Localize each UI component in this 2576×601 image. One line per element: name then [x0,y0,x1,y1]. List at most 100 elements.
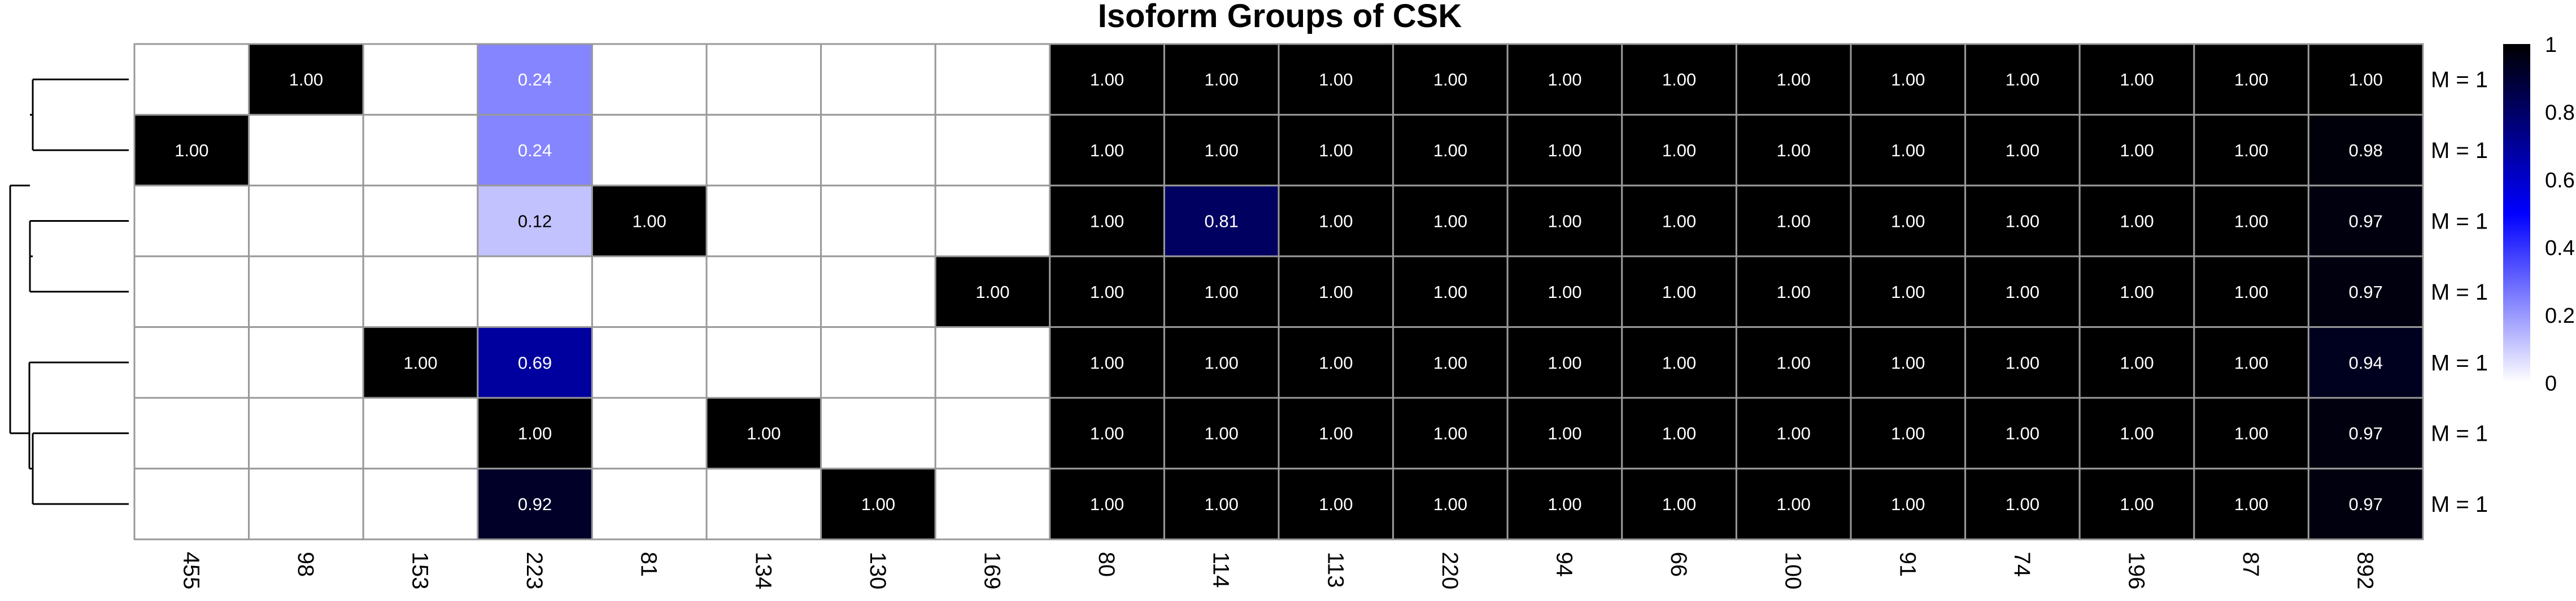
heatmap-cell [2307,467,2424,541]
heatmap-cell [1964,397,2081,470]
heatmap-cell [820,255,936,328]
column-label: 98 [293,552,318,577]
heatmap-cell [591,113,708,187]
cell-value-label: 0.97 [2349,212,2383,231]
heatmap-cell [2078,113,2195,187]
cell-value-label: 1.00 [1205,70,1239,90]
heatmap-cell [2078,397,2195,470]
heatmap-cell [705,255,822,328]
cell-value-label: 1.00 [2349,70,2383,90]
cell-value-label: 1.00 [1319,494,1353,514]
heatmap-cell [133,113,250,187]
column-label: 91 [1895,552,1920,577]
heatmap-cell [1506,467,1623,541]
heatmap-cell [820,43,936,116]
cell-value-label: 1.00 [2006,141,2039,160]
heatmap-cell [1621,43,1737,116]
heatmap-cell [362,43,479,116]
heatmap-cell [1278,467,1394,541]
heatmap-cell [1964,467,2081,541]
heatmap-cell [133,43,250,116]
cell-value-label: 1.00 [1777,212,1811,231]
cell-value-label: 1.00 [1090,70,1124,90]
column-label: 80 [1094,552,1119,577]
cell-value-label: 0.97 [2349,494,2383,514]
heatmap-cell [1049,326,1165,399]
cell-value-label: 1.00 [1662,70,1696,90]
cell-value-label: 1.00 [1777,424,1811,444]
column-label: 130 [865,552,890,590]
heatmap-cell [1163,255,1280,328]
heatmap-cell [2307,43,2424,116]
cell-value-label: 1.00 [1319,424,1353,444]
cell-value-label: 1.00 [1662,353,1696,372]
heatmap-cell [362,326,479,399]
heatmap-cell [133,397,250,470]
heatmap-cell [820,113,936,187]
heatmap-cell [2193,467,2309,541]
heatmap-cell [820,326,936,399]
heatmap-cell [705,467,822,541]
column-label: 100 [1781,552,1806,590]
heatmap-cell [1163,467,1280,541]
cell-value-label: 1.00 [1433,353,1467,372]
cell-value-label: 1.00 [1205,494,1239,514]
heatmap-cell [248,326,364,399]
cell-value-label: 0.98 [2349,141,2383,160]
heatmap-cell [1049,185,1165,257]
heatmap-cell [362,185,479,257]
cell-value-label: 1.00 [1205,141,1239,160]
heatmap-cell [820,185,936,257]
legend-color-bar [2503,44,2530,383]
cell-value-label: 1.00 [975,282,1009,302]
legend-tick-label: 0.6 [2545,169,2575,192]
cell-value-label: 1.00 [1662,494,1696,514]
cell-value-label: 1.00 [2006,494,2039,514]
heatmap-cell [1506,255,1623,328]
cell-value-label: 1.00 [2006,353,2039,372]
heatmap-cell [1506,43,1623,116]
heatmap-cell [1506,326,1623,399]
heatmap-cell [934,397,1051,470]
cell-value-label: 1.00 [1777,353,1811,372]
cell-value-label: 1.00 [1891,282,1925,302]
heatmap-cell [248,185,364,257]
heatmap-cell [1163,397,1280,470]
heatmap-cell [591,43,708,116]
heatmap-cell [1506,397,1623,470]
cell-value-label: 1.00 [1205,282,1239,302]
cell-value-label: 1.00 [1891,212,1925,231]
heatmap-cell [248,255,364,328]
heatmap-cell [362,397,479,470]
cell-value-label: 1.00 [1777,141,1811,160]
cell-value-label: 1.00 [1662,424,1696,444]
cell-value-label: 1.00 [1662,212,1696,231]
heatmap-cell [934,113,1051,187]
cell-value-label: 1.00 [1319,282,1353,302]
cell-value-label: 1.00 [2120,494,2154,514]
cell-value-label: 1.00 [1777,282,1811,302]
heatmap-cell [934,467,1051,541]
heatmap-cell [1850,113,1967,187]
heatmap-cell-labels: 1.00 0.24 1.00 1.00 1.00 1.00 1.00 1.00 1.00 1.00… [175,70,2383,514]
heatmap-cell [477,113,593,187]
color-legend: 0 0.2 0.4 0.6 0.8 1 [2503,33,2575,396]
cell-value-label: 1.00 [1891,70,1925,90]
cell-value-label: 1.00 [1548,141,1581,160]
legend-tick-label: 0.2 [2545,304,2575,328]
heatmap-cell [705,397,822,470]
cell-value-label: 1.00 [747,424,781,444]
heatmap-cell [2307,185,2424,257]
column-label: 892 [2353,552,2378,590]
column-label: 169 [980,552,1005,590]
heatmap-cell [1163,185,1280,257]
cell-value-label: 0.24 [518,70,552,90]
row-label: M = 1 [2431,422,2488,446]
heatmap-cell [1163,326,1280,399]
cell-value-label: 1.00 [2120,70,2154,90]
cell-value-label: 1.00 [1891,424,1925,444]
cell-value-label: 1.00 [2234,494,2268,514]
heatmap-cell [1392,185,1509,257]
heatmap-cell [248,397,364,470]
cell-value-label: 1.00 [175,141,208,160]
